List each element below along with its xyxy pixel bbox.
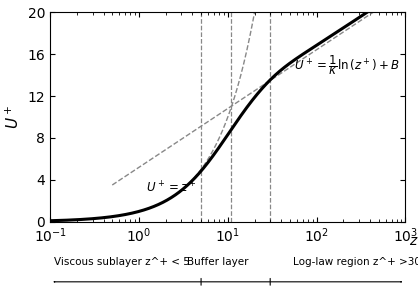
Text: Buffer layer: Buffer layer bbox=[186, 257, 248, 267]
Text: Log-law region z^+ >30: Log-law region z^+ >30 bbox=[293, 257, 418, 267]
Text: Viscous sublayer z^+ < 5: Viscous sublayer z^+ < 5 bbox=[54, 257, 190, 267]
Y-axis label: $U^+$: $U^+$ bbox=[5, 105, 22, 129]
Text: $U^+ = \dfrac{1}{\kappa}\ln\left(z^+\right)+B$: $U^+ = \dfrac{1}{\kappa}\ln\left(z^+\rig… bbox=[293, 54, 400, 77]
Text: $z^+$: $z^+$ bbox=[409, 232, 418, 249]
Text: $U^+ = z^+$: $U^+ = z^+$ bbox=[146, 180, 197, 196]
